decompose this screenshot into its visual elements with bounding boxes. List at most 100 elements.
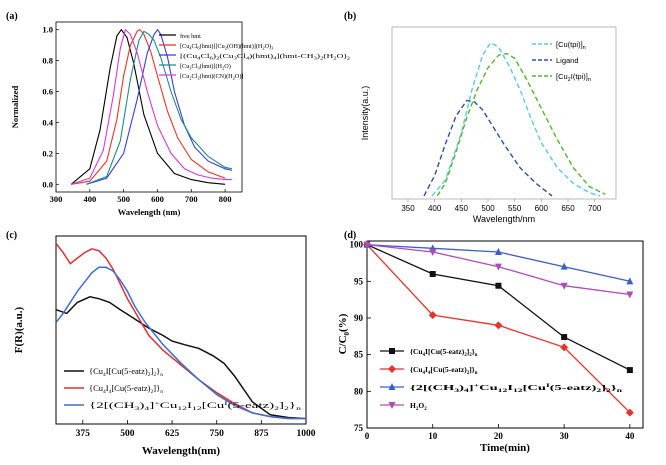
panel-a-ticks: 300 400 500 600 700 800 0.0 0.2 0.4 0.6 0.8 1.0 (42, 25, 231, 204)
panel-a-xtick-label: 800 (219, 194, 232, 204)
panel-d-xtick-label: 20 (494, 431, 504, 441)
panel-d: (d) 0 10 20 30 40 75 80 85 90 95 100 Time(min) C/C… (337, 230, 644, 454)
panel-a-ylabel: Normalized (10, 85, 20, 128)
panel-c-xtick-label: 875 (254, 429, 269, 439)
panel-a-label: (a) (6, 11, 18, 22)
data-point-2-ch3-4-cu12i12-cui-5-eatz-2-2-n (560, 262, 568, 270)
legend-marker-d-1 (389, 348, 395, 354)
series-line-cu-tpi-n (431, 41, 601, 197)
legend-label-c-2: {Cu4I4[Cu(5-eatz)2]}n (89, 383, 163, 395)
panel-b-xlabel: Wavelength/nm (473, 214, 535, 224)
panel-a-xtick-label: 300 (50, 194, 63, 204)
series-line-free-hmt (70, 28, 226, 185)
panel-c-xlabel: Wavelength(nm) (142, 445, 221, 457)
series-line-cu4i-cu-5-eatz-2-2-n (366, 244, 631, 371)
data-point-cu4i4-cu-5-eatz-2-n (560, 343, 569, 352)
data-point-h2o2 (626, 291, 634, 299)
panel-b-ylabel: Intensity(a.u.) (360, 86, 370, 141)
series-line-cu3cl3-hmt-h2o (86, 30, 233, 185)
panel-c-frame (55, 235, 307, 425)
series-line-cu2cl2-hmt-cn-h2o (71, 28, 232, 185)
panel-b-xtick-label: 650 (561, 204, 575, 213)
data-point-h2o2 (494, 263, 502, 271)
panel-b-legend: [Cu(tpi)]n Ligand [Cu2I(tpi)]n (532, 40, 591, 83)
panel-c-xtick-label: 625 (165, 429, 180, 439)
legend-label-d-1: {Cu4I[Cu(5-eatz)2]2}n (410, 347, 478, 358)
legend-label-cu2cl2: [Cu2Cl2(hmt)(CN)(H2O)] (180, 73, 243, 81)
panel-d-ytick-label: 85 (354, 350, 364, 360)
panel-d-xtick-label: 0 (365, 431, 370, 441)
data-point-cu4i-cu-5-eatz-2-2-n (626, 367, 633, 374)
data-point-cu4i-cu-5-eatz-2-2-n (495, 282, 502, 289)
panel-a-frame (55, 21, 243, 193)
legend-label-cu4cl6: [Cu4Cl6(hmt)][Cu2(OH)(hmt)](H2O)3 (180, 43, 274, 51)
panel-b-lines (423, 41, 606, 197)
legend-label-d-2: {Cu4I4[Cu(5-eatz)2]}n (410, 365, 478, 376)
panel-b-frame (391, 26, 617, 200)
panel-d-ytick-label: 80 (354, 386, 364, 396)
panel-c-xtick-label: 500 (120, 429, 135, 439)
panel-a-ytick-label: 0.0 (42, 179, 53, 189)
legend-label-d-4: H2O2 (410, 401, 427, 412)
legend-marker-d-4 (388, 402, 396, 409)
panel-c-legend: {Cu4I[Cu(5-eatz)2]2}n {Cu4I4[Cu(5-eatz)2… (64, 366, 301, 412)
panel-d-lines (363, 240, 634, 417)
data-point-cu4i-cu-5-eatz-2-2-n (429, 271, 436, 277)
panel-a-ytick-label: 0.2 (42, 148, 53, 158)
panel-a-ytick-label: 0.4 (42, 117, 53, 127)
legend-label-free-hmt: free hmt (180, 33, 201, 40)
panel-b-xtick-label: 600 (535, 204, 549, 213)
panel-d-ylabel: C/C0(%) (337, 313, 351, 354)
series-line-ligand (423, 99, 553, 197)
legend-label-cu2i-tpi: [Cu2I(tpi)]n (556, 72, 591, 83)
legend-label-c-1: {Cu4I[Cu(5-eatz)2]2}n (89, 366, 163, 378)
panel-d-ytick-label: 90 (354, 313, 364, 323)
panel-d-legend: {Cu4I[Cu(5-eatz)2]2}n {Cu4I4[Cu(5-eatz)2… (380, 347, 622, 412)
panel-c-ylabel: F(R)(a.u.) (13, 306, 25, 353)
panel-d-ytick-label: 95 (354, 276, 364, 286)
panel-a-lines (70, 28, 233, 185)
data-point-2-ch3-4-cu12i12-cui-5-eatz-2-2-n (626, 277, 634, 285)
legend-label-c-3: {2[(CH 3) 4] + Cu 12 I 12 [Cu I(5-eatz) 2] 2} n (89, 400, 301, 412)
legend-marker-d-3 (388, 383, 396, 390)
data-point-h2o2 (560, 282, 568, 290)
panel-d-xtick-label: 10 (428, 431, 438, 441)
panel-d-frame (366, 240, 644, 429)
data-point-cu4i4-cu-5-eatz-2-n (625, 408, 634, 417)
panel-d-ytick-label: 100 (350, 240, 364, 250)
panel-c-xtick-label: 375 (76, 429, 91, 439)
panel-d-xlabel: Time(min) (480, 442, 530, 454)
panel-b-label: (b) (344, 11, 356, 22)
panel-d-ytick-label: 75 (354, 423, 364, 433)
data-point-2-ch3-4-cu12i12-cui-5-eatz-2-2-n (494, 248, 502, 255)
series-line-2-ch3-4-cu12i12-cui-5-eatz-2-2-n (55, 266, 306, 420)
series-line-cu4cl6-hmt-cu2-oh-hmt-h2o-3 (71, 28, 226, 185)
panel-a-xtick-label: 400 (83, 194, 96, 204)
data-point-cu4i-cu-5-eatz-2-2-n (561, 334, 568, 341)
panel-a-xtick-label: 500 (117, 194, 130, 204)
data-point-h2o2 (429, 249, 437, 256)
legend-label-d-3: {2[(CH 3) 4] + Cu 12 I 12 [Cu I (5-eatz) 2] 2} n (410, 383, 622, 394)
panel-c: (c) 375 500 625 750 875 1000 Wavelength(nm) F… (6, 230, 316, 457)
panel-b: (b) 350 400 450 500 550 600 650 700 Wavelength/… (344, 11, 617, 224)
panel-b-xtick-label: 700 (588, 204, 602, 213)
panel-d-xtick-label: 40 (625, 431, 635, 441)
data-point-h2o2 (363, 241, 371, 249)
panel-b-ticks: 350 400 450 500 550 600 650 700 (401, 199, 602, 213)
panel-a: (a) 300 400 500 600 700 800 0.0 0.2 0.4 0.6 0.8 1.0… (6, 11, 350, 217)
panel-a-xlabel: Wavelength (nm) (118, 207, 181, 217)
panel-d-ticks: 0 10 20 30 40 75 80 85 90 95 100 (350, 240, 635, 441)
panel-a-legend: free hmt [Cu4Cl6(hmt)][Cu2(OH)(hmt)](H2O… (159, 33, 350, 81)
panel-a-xtick-label: 600 (151, 194, 164, 204)
series-line-cu4i-cu-5-eatz-2-2-n (55, 296, 307, 420)
legend-marker-d-2 (388, 365, 396, 373)
panel-b-xtick-label: 500 (481, 204, 495, 213)
panel-a-ytick-label: 1.0 (42, 25, 53, 35)
panel-d-xtick-label: 30 (560, 431, 570, 441)
panel-c-xtick-label: 1000 (297, 429, 316, 439)
series-line-cu2i-tpi-n (436, 52, 606, 197)
panel-d-label: (d) (344, 230, 356, 241)
panel-c-lines (55, 242, 307, 420)
panel-b-xtick-label: 350 (401, 204, 415, 213)
